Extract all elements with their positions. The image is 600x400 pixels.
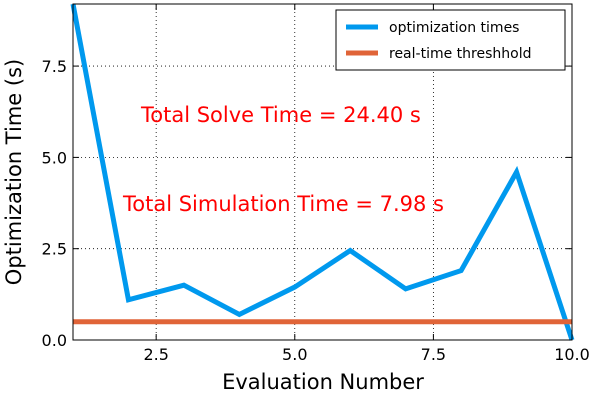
x-tick-label: 5.0 (282, 345, 307, 364)
legend: optimization times real-time threshhold (335, 9, 566, 71)
annotation-solve-time: Total Solve Time = 24.40 s (140, 103, 421, 127)
legend-box (335, 9, 566, 71)
legend-label-optimization-times: optimization times (389, 20, 519, 36)
series-lines (70, 3, 575, 341)
tick-marks (73, 4, 573, 341)
x-tick-label: 10.0 (554, 345, 590, 364)
x-tick-label: 7.5 (421, 345, 446, 364)
y-tick-label: 7.5 (42, 57, 67, 76)
y-axis-label: Optimization Time (s) (2, 59, 26, 285)
annotation-simulation-time: Total Simulation Time = 7.98 s (122, 192, 444, 216)
y-tick-label: 5.0 (42, 148, 67, 167)
plot-frame (72, 3, 573, 341)
x-tick-label: 2.5 (143, 345, 168, 364)
y-tick-label: 0.0 (42, 331, 67, 350)
y-tick-label: 2.5 (42, 240, 67, 259)
series-line-optimization-times (70, 3, 575, 341)
tick-labels: 2.5 5.0 7.5 10.0 0.0 2.5 5.0 7.5 (42, 57, 590, 364)
legend-label-real-time-threshhold: real-time threshhold (389, 46, 531, 62)
x-axis-label: Evaluation Number (222, 370, 424, 394)
